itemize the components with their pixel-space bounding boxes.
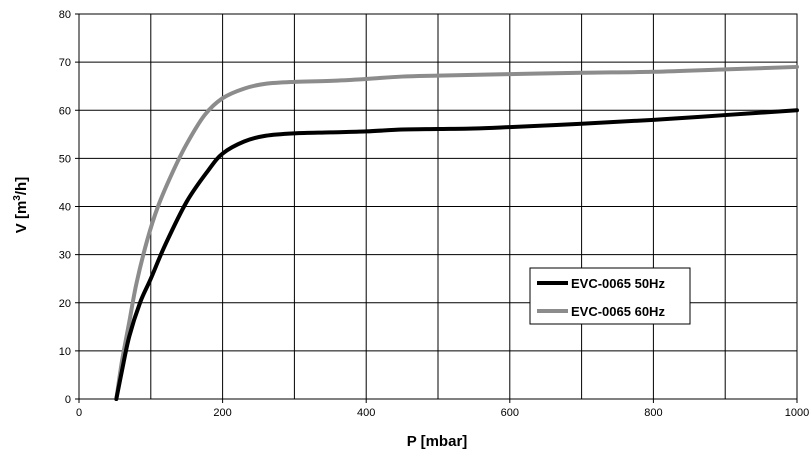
y-axis-label-tail: /h] <box>13 177 30 195</box>
y-tick-label: 0 <box>65 394 71 406</box>
series-line-50hz <box>114 108 799 401</box>
legend-label-50hz: EVC-0065 50Hz <box>571 276 665 291</box>
x-axis-label: P [mbar] <box>407 433 468 450</box>
x-tick-label: 800 <box>644 407 662 419</box>
y-tick-label: 70 <box>59 57 71 69</box>
x-tick-label: 600 <box>501 407 519 419</box>
series-layer <box>114 64 799 401</box>
series-line-60hz <box>114 64 799 401</box>
x-tick-label: 200 <box>213 407 231 419</box>
legend-label-60hz: EVC-0065 60Hz <box>571 304 665 319</box>
x-tick-label: 0 <box>76 407 82 419</box>
y-tick-label: 40 <box>59 202 71 214</box>
y-tick-label: 10 <box>59 346 71 358</box>
y-tick-label: 30 <box>59 250 71 262</box>
y-tick-label: 50 <box>59 153 71 165</box>
y-axis-label-sup: 3 <box>12 195 23 201</box>
y-tick-label: 80 <box>59 9 71 21</box>
grid <box>79 14 797 399</box>
y-axis-label: V [m3/h] <box>12 177 30 233</box>
y-axis-label-main: V [m <box>13 201 30 234</box>
legend: EVC-0065 50Hz EVC-0065 60Hz <box>529 267 691 325</box>
y-tick-label: 60 <box>59 105 71 117</box>
y-tick-label: 20 <box>59 298 71 310</box>
legend-box <box>529 267 691 325</box>
x-tick-label: 400 <box>357 407 375 419</box>
x-tick-label: 1000 <box>785 407 809 419</box>
tick-labels: 0 200 400 600 800 1000 0 10 20 30 40 50 60 70 80 <box>59 9 809 419</box>
